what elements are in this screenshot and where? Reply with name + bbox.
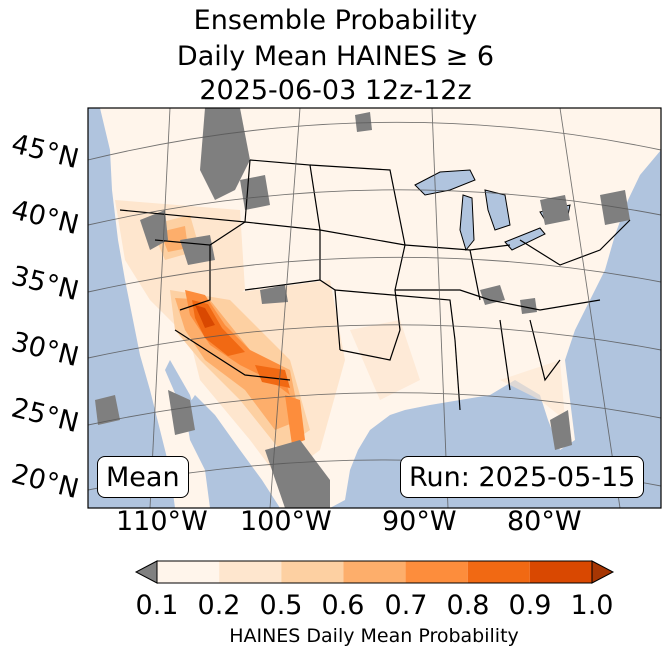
colorbar-cell-2 [281, 561, 344, 583]
lake-erie [504, 227, 546, 251]
lake-superior [414, 169, 476, 196]
colorbar-tick-5: 0.8 [446, 590, 490, 621]
colorbar-tick-7: 1.0 [570, 590, 614, 621]
colorbar-tick-2: 0.5 [259, 590, 303, 621]
state-borders [119, 159, 631, 411]
title-line-3: 2025-06-03 12z-12z [199, 75, 472, 106]
colorbar-cell-4 [405, 561, 468, 583]
lon-label-100w: 100°W [240, 506, 332, 537]
colorbar-cell-6 [529, 561, 592, 583]
lon-label-80w: 80°W [507, 506, 582, 537]
colorbar-label: HAINES Daily Mean Probability [229, 625, 519, 647]
colorbar-cell-3 [343, 561, 406, 583]
lon-label-90w: 90°W [382, 506, 457, 537]
colorbar-tick-6: 0.9 [508, 590, 552, 621]
lake-huron [484, 189, 511, 231]
colorbar-tick-3: 0.6 [321, 590, 365, 621]
colorbar-cells [157, 561, 592, 583]
colorbar-cell-5 [467, 561, 530, 583]
colorbar-cell-1 [219, 561, 282, 583]
run-date-badge: Run: 2025-05-15 [400, 456, 645, 498]
colorbar-under-arrow [134, 560, 158, 584]
title-line-2: Daily Mean HAINES ≥ 6 [176, 41, 495, 72]
colorbar-tick-4: 0.7 [384, 590, 428, 621]
colorbar-cell-0 [157, 561, 220, 583]
colorbar-tick-0: 0.1 [135, 590, 179, 621]
graticule [88, 108, 661, 508]
colorbar-frame [156, 560, 593, 584]
colorbar-tick-1: 0.2 [197, 590, 241, 621]
mean-badge: Mean [97, 456, 189, 498]
title-line-1: Ensemble Probability [193, 5, 478, 36]
colorbar-over-arrow [591, 560, 615, 584]
lake-michigan [459, 194, 475, 252]
lon-label-110w: 110°W [116, 506, 208, 537]
map-frame [87, 107, 662, 509]
probability-cells [115, 200, 565, 480]
